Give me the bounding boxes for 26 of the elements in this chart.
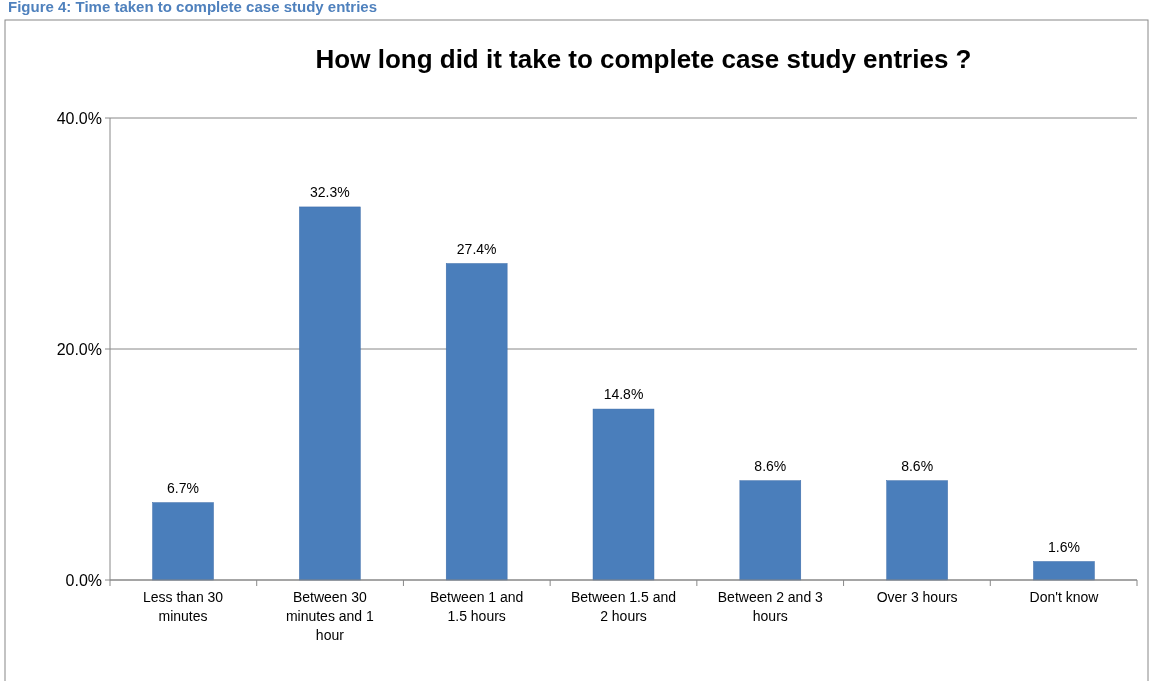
bar (1033, 561, 1095, 581)
data-label: 14.8% (603, 386, 644, 403)
x-tick-label: Over 3 hours (876, 589, 958, 605)
x-tick-label: Less than 30 minutes (142, 589, 224, 624)
bar (445, 263, 508, 581)
bar (592, 408, 655, 581)
x-tick-label: Between 1.5 and 2 hours (570, 589, 677, 624)
y-tick-label: 40.0% (56, 109, 102, 127)
data-label: 32.3% (310, 183, 350, 200)
chart-title: How long did it take to complete case study entries ? (315, 44, 972, 74)
x-tick-label: Between 30 minutes and 1 hour (285, 589, 375, 643)
bar (886, 480, 948, 581)
y-tick-label: 20.0% (56, 340, 102, 358)
data-label: 27.4% (456, 240, 497, 257)
bar (152, 502, 214, 581)
bar (739, 480, 802, 581)
caption: Figure 4: Time taken to complete case study entries (8, 0, 378, 15)
data-label: 6.7% (167, 479, 199, 496)
x-tick-label: Don't know (1029, 589, 1100, 605)
data-label: 1.6% (1048, 538, 1080, 555)
y-tick-label: 0.0% (65, 571, 102, 589)
x-tick-label: Between 1 and 1.5 hours (429, 589, 524, 624)
x-tick-label: Between 2 and 3 hours (717, 589, 824, 624)
bar (299, 206, 361, 581)
data-label: 8.6% (901, 457, 934, 474)
data-label: 8.6% (754, 457, 787, 474)
